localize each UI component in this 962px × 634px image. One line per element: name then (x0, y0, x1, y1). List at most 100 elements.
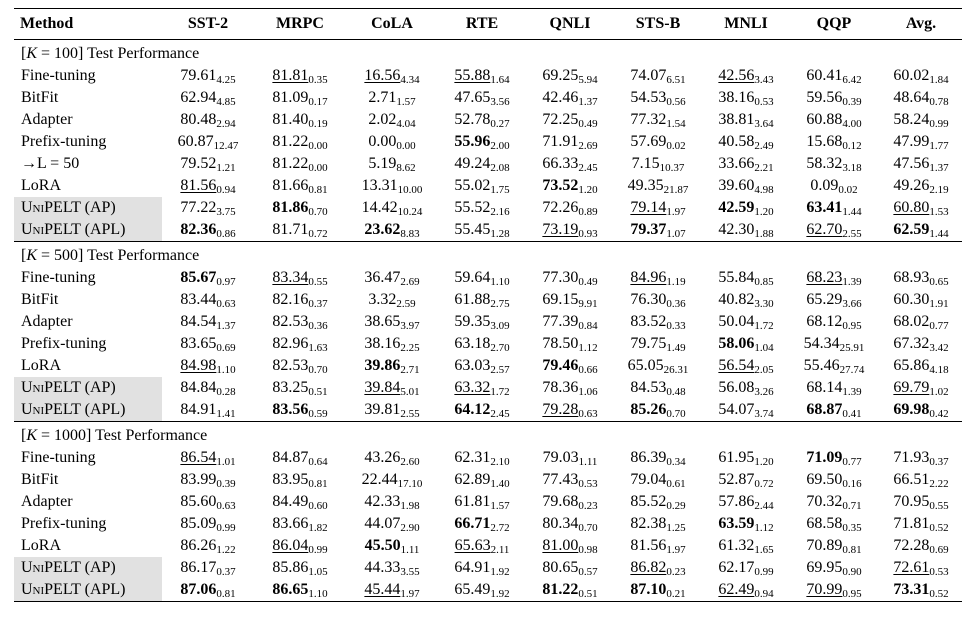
score-cell: 54.530.56 (614, 87, 702, 109)
score-value: 47.99 (893, 133, 930, 150)
method-name: Adapter (21, 313, 73, 330)
score-std: 25.91 (839, 342, 865, 354)
score-cell: 62.591.44 (878, 219, 962, 242)
score-cell: 81.400.19 (254, 109, 346, 131)
score-cell: 85.260.70 (614, 399, 702, 422)
table-row: UniPELT (AP) 77.223.75 81.860.70 14.4210.24… (14, 197, 962, 219)
score-value: 66.33 (542, 155, 579, 172)
score-cell: 84.961.19 (614, 267, 702, 289)
score-std: 0.39 (842, 96, 862, 108)
score-std: 3.66 (842, 298, 862, 310)
score-std: 0.42 (929, 408, 949, 420)
score-std: 2.55 (400, 408, 420, 420)
score-value: 55.84 (718, 269, 755, 286)
score-cell: 60.801.53 (878, 197, 962, 219)
score-cell: 47.991.77 (878, 131, 962, 153)
score-cell: 83.560.59 (254, 399, 346, 422)
score-std: 0.16 (842, 478, 862, 490)
score-value: 68.02 (893, 313, 930, 330)
score-value: 68.93 (893, 269, 930, 286)
section-title: [K = 500] Test Performance (14, 241, 962, 267)
score-value: 68.23 (806, 269, 843, 286)
score-value: 72.61 (893, 559, 930, 576)
score-value: 73.31 (893, 581, 930, 598)
score-value: 50.04 (718, 313, 755, 330)
score-cell: 60.416.42 (790, 65, 878, 87)
score-std: 3.75 (216, 206, 236, 218)
score-std: 0.35 (842, 522, 862, 534)
score-value: 79.04 (630, 471, 667, 488)
score-cell: 77.321.54 (614, 109, 702, 131)
score-value: 77.43 (542, 471, 579, 488)
score-std: 1.20 (754, 206, 774, 218)
score-value: 77.22 (180, 199, 217, 216)
score-value: 84.84 (180, 379, 217, 396)
method-name: UniPELT (APL) (14, 399, 162, 422)
score-std: 0.81 (216, 588, 236, 600)
score-std: 1.02 (929, 386, 949, 398)
score-value: 58.06 (718, 335, 755, 352)
score-value: 68.58 (806, 515, 843, 532)
score-cell: 81.860.70 (254, 197, 346, 219)
score-std: 0.63 (578, 408, 598, 420)
score-std: 10.24 (397, 206, 423, 218)
score-cell: 81.660.81 (254, 175, 346, 197)
score-value: 83.52 (630, 313, 667, 330)
score-cell: 85.090.99 (162, 513, 254, 535)
score-value: 69.95 (806, 559, 843, 576)
score-std: 1.44 (842, 206, 862, 218)
score-std: 2.22 (929, 478, 949, 490)
score-value: 70.89 (806, 537, 843, 554)
score-cell: 83.661.82 (254, 513, 346, 535)
score-value: 15.68 (806, 133, 843, 150)
score-std: 1.01 (216, 456, 236, 468)
score-std: 0.56 (666, 96, 686, 108)
table-row: Adapter 80.482.94 81.400.19 2.024.04 52.780.… (14, 109, 962, 131)
score-std: 0.69 (216, 342, 236, 354)
score-cell: 84.981.10 (162, 355, 254, 377)
score-cell: 83.250.51 (254, 377, 346, 399)
score-cell: 62.891.40 (438, 469, 526, 491)
score-std: 0.21 (666, 588, 686, 600)
section-title-k-label: K (26, 45, 37, 62)
score-cell: 55.840.85 (702, 267, 790, 289)
score-cell: 48.640.78 (878, 87, 962, 109)
section-title-k-value: 500 (54, 247, 79, 264)
score-std: 1.53 (929, 206, 949, 218)
score-std: 0.78 (929, 96, 949, 108)
score-cell: 45.441.97 (346, 579, 438, 602)
score-cell: 50.041.72 (702, 311, 790, 333)
section-title-eq: = (37, 247, 55, 264)
score-std: 1.63 (308, 342, 328, 354)
score-std: 2.71 (400, 364, 420, 376)
score-std: 1.28 (490, 228, 510, 240)
score-value: 54.53 (630, 89, 667, 106)
score-value: 86.17 (180, 559, 217, 576)
score-std: 0.70 (308, 206, 328, 218)
score-std: 0.36 (666, 298, 686, 310)
score-value: 67.32 (893, 335, 930, 352)
score-cell: 65.491.92 (438, 579, 526, 602)
score-value: 80.65 (542, 559, 579, 576)
score-cell: 79.280.63 (526, 399, 614, 422)
score-cell: 84.490.60 (254, 491, 346, 513)
section-title-suffix: ] Test Performance (78, 45, 200, 62)
score-value: 86.82 (630, 559, 667, 576)
score-std: 10.37 (659, 162, 685, 174)
score-cell: 82.961.63 (254, 333, 346, 355)
score-value: 38.16 (718, 89, 755, 106)
score-value: 13.31 (361, 177, 398, 194)
score-cell: 56.542.05 (702, 355, 790, 377)
score-value: 55.88 (454, 67, 491, 84)
score-std: 2.90 (400, 522, 420, 534)
score-std: 0.29 (666, 500, 686, 512)
score-value: 83.56 (272, 401, 309, 418)
score-std: 1.05 (308, 566, 328, 578)
score-value: 84.53 (630, 379, 667, 396)
score-value: 84.54 (180, 313, 217, 330)
score-cell: 81.220.00 (254, 153, 346, 175)
score-cell: 86.170.37 (162, 557, 254, 579)
score-cell: 65.0526.31 (614, 355, 702, 377)
score-std: 0.81 (308, 478, 328, 490)
score-std: 0.19 (308, 118, 328, 130)
